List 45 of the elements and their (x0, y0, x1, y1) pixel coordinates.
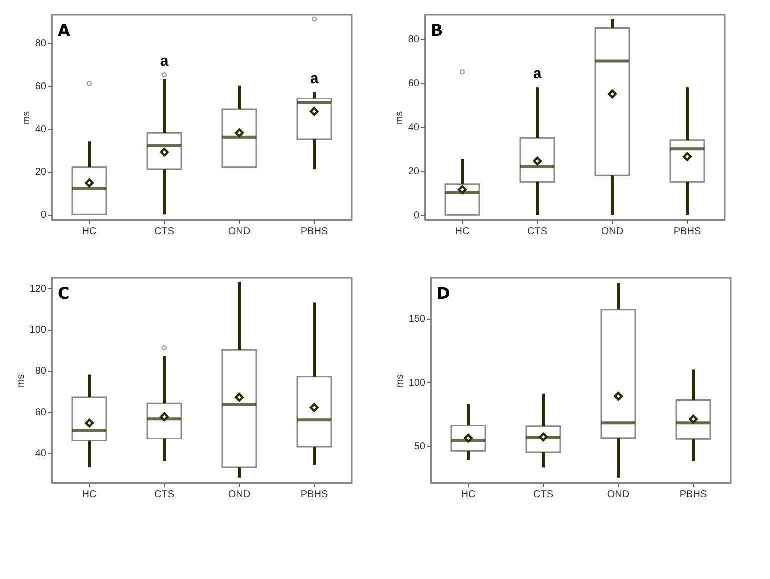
y-axis-title: ms (394, 111, 406, 125)
y-axis-title: ms (16, 374, 27, 388)
y-tick-label: 40 (35, 448, 47, 460)
x-tick-label: CTS (154, 490, 175, 500)
y-tick-label: 60 (35, 407, 47, 418)
y-tick-label: 0 (414, 210, 420, 222)
y-axis-title: ms (394, 374, 406, 388)
annotation: a (310, 70, 320, 88)
x-tick-label: CTS (154, 226, 175, 238)
y-tick-label: 80 (35, 38, 47, 50)
y-tick-label: 100 (408, 378, 426, 389)
x-tick-label: PBHS (680, 490, 708, 500)
y-tick-label: 60 (35, 81, 47, 92)
y-tick-label: 100 (30, 325, 47, 336)
x-tick-label: HC (461, 490, 476, 500)
chart-title: B (431, 21, 444, 40)
y-tick-label: 40 (35, 124, 47, 136)
x-tick-label: OND (228, 226, 251, 238)
y-axis-title: ms (21, 111, 32, 125)
y-tick-label: 60 (408, 78, 420, 90)
x-tick-label: OND (601, 226, 624, 238)
y-tick-label: 40 (408, 122, 420, 134)
x-tick-label: PBHS (300, 226, 328, 238)
x-tick-label: PBHS (674, 226, 702, 238)
x-tick-label: HC (455, 226, 470, 238)
y-tick-label: 0 (40, 210, 47, 222)
annotation: a (160, 53, 170, 70)
y-tick-label: 120 (30, 284, 47, 295)
y-tick-label: 80 (35, 366, 47, 378)
annotation: a (533, 66, 542, 83)
y-tick-label: 50 (414, 442, 426, 453)
x-tick-label: HC (82, 490, 97, 500)
y-tick-label: 20 (35, 167, 47, 178)
x-tick-label: HC (82, 226, 97, 238)
y-tick-label: 150 (408, 314, 426, 326)
chart-title: C (58, 284, 70, 303)
x-tick-label: PBHS (300, 490, 328, 500)
x-tick-label: OND (607, 490, 630, 500)
chart-title: A (58, 20, 71, 40)
y-tick-label: 80 (408, 34, 420, 46)
chart-title: D (437, 284, 450, 303)
x-tick-label: CTS (534, 490, 554, 500)
x-tick-label: OND (228, 490, 251, 500)
x-tick-label: CTS (528, 226, 548, 238)
y-tick-label: 20 (408, 166, 420, 178)
